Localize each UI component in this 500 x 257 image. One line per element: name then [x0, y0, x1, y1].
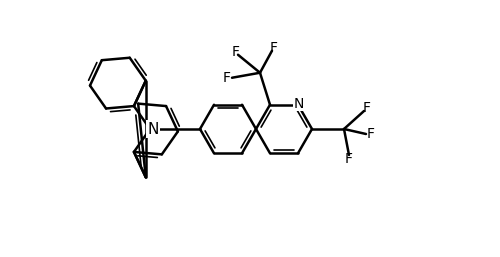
Text: F: F [270, 41, 278, 55]
Text: N: N [148, 122, 158, 136]
Text: F: F [232, 45, 240, 59]
Text: F: F [223, 71, 231, 85]
Text: N: N [294, 97, 304, 111]
Text: F: F [363, 101, 371, 115]
Text: F: F [345, 152, 353, 166]
Text: F: F [367, 127, 375, 141]
